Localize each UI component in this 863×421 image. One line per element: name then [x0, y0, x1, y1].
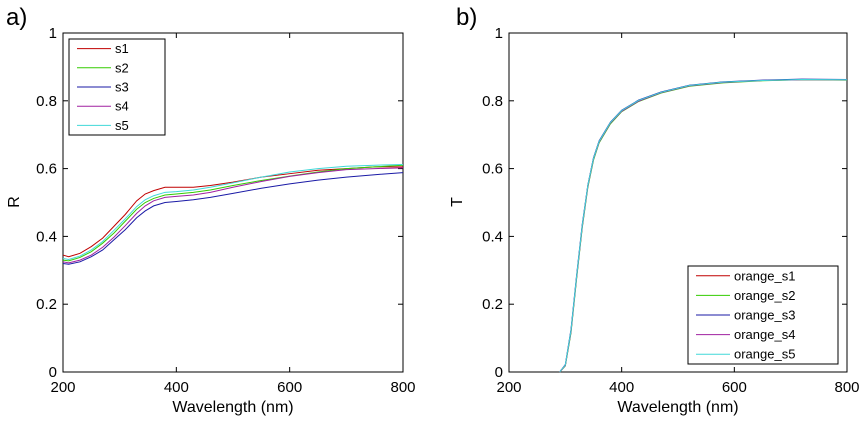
- legend-label: s1: [115, 41, 129, 56]
- x-tick-label: 800: [834, 379, 859, 396]
- legend-label: orange_s4: [734, 327, 795, 342]
- y-tick-label: 0.4: [482, 228, 503, 245]
- x-tick-label: 800: [390, 379, 415, 396]
- y-axis-label-a: R: [6, 196, 23, 208]
- series-line-s3: [62, 172, 404, 265]
- y-tick-label: 1: [495, 25, 503, 42]
- panel-label-a: a): [6, 4, 27, 31]
- x-axis-label-a: Wavelength (nm): [172, 399, 293, 416]
- x-tick-label: 400: [609, 379, 634, 396]
- ticks-b: 200 400 600 800 0 0.2 0.4 0.6 0.8 1: [482, 25, 859, 396]
- legend-label: orange_s5: [734, 347, 795, 362]
- y-tick-label: 1: [49, 25, 57, 42]
- series-line-s2: [62, 164, 404, 262]
- x-tick-label: 200: [496, 379, 521, 396]
- legend-label: s5: [115, 118, 129, 133]
- legend-label: orange_s2: [734, 288, 795, 303]
- legend-label: orange_s3: [734, 308, 795, 323]
- y-tick-label: 0: [49, 364, 57, 381]
- legend-a: s1 s2 s3 s4 s5: [68, 38, 166, 136]
- y-tick-label: 0.8: [36, 93, 57, 110]
- x-tick-label: 600: [277, 379, 302, 396]
- panel-a: a) 200 400 600 800 0 0.2 0.4 0.6 0.8 1 Wavelength…: [6, 4, 416, 416]
- y-tick-label: 0: [495, 364, 503, 381]
- series-line-s4: [62, 167, 404, 264]
- panel-b: b) 200 400 600 800 0 0.2 0.4 0.6 0.8 1 Wavelength…: [449, 4, 860, 416]
- legend-label: orange_s1: [734, 268, 795, 283]
- x-tick-label: 200: [50, 379, 75, 396]
- series-group-b: [559, 78, 848, 373]
- x-axis-label-b: Wavelength (nm): [617, 399, 738, 416]
- x-tick-label: 400: [164, 379, 189, 396]
- legend-label: s3: [115, 80, 129, 95]
- legend-label: s4: [115, 99, 129, 114]
- y-tick-label: 0.8: [482, 93, 503, 110]
- series-line-orange-s5: [559, 78, 848, 373]
- ticks-a: 200 400 600 800 0 0.2 0.4 0.6 0.8 1: [36, 25, 415, 396]
- x-tick-label: 600: [722, 379, 747, 396]
- series-line-s5: [62, 164, 404, 260]
- series-line-s1: [62, 166, 403, 258]
- legend-label: s2: [115, 60, 129, 75]
- y-tick-label: 0.2: [36, 296, 57, 313]
- series-group-a: [62, 164, 404, 265]
- y-axis-label-b: T: [449, 197, 466, 207]
- legend-b: orange_s1 orange_s2 orange_s3 orange_s4oran…: [687, 265, 839, 365]
- y-tick-label: 0.6: [482, 161, 503, 178]
- y-tick-label: 0.6: [36, 161, 57, 178]
- y-tick-label: 0.2: [482, 296, 503, 313]
- y-tick-label: 0.4: [36, 228, 57, 245]
- panel-label-b: b): [456, 4, 477, 31]
